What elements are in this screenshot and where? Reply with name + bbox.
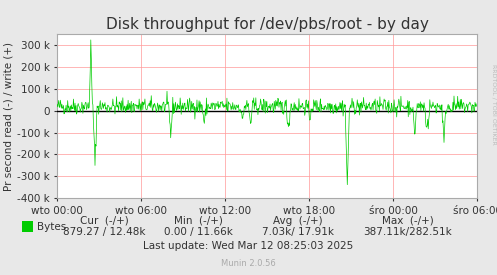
Text: Last update: Wed Mar 12 08:25:03 2025: Last update: Wed Mar 12 08:25:03 2025: [143, 241, 354, 251]
Text: 387.11k/282.51k: 387.11k/282.51k: [363, 227, 452, 237]
Text: Cur  (-/+): Cur (-/+): [80, 216, 129, 226]
Title: Disk throughput for /dev/pbs/root - by day: Disk throughput for /dev/pbs/root - by d…: [106, 17, 428, 32]
Text: 0.00 / 11.66k: 0.00 / 11.66k: [165, 227, 233, 237]
Text: Max  (-/+): Max (-/+): [382, 216, 433, 226]
Text: 7.03k/ 17.91k: 7.03k/ 17.91k: [262, 227, 334, 237]
Text: Avg  (-/+): Avg (-/+): [273, 216, 323, 226]
Text: Munin 2.0.56: Munin 2.0.56: [221, 260, 276, 268]
Y-axis label: Pr second read (-) / write (+): Pr second read (-) / write (+): [4, 42, 14, 191]
Text: Min  (-/+): Min (-/+): [174, 216, 223, 226]
Text: 879.27 / 12.48k: 879.27 / 12.48k: [63, 227, 146, 237]
Text: Bytes: Bytes: [37, 222, 66, 232]
Text: RRDTOOL / TOBI OETIKER: RRDTOOL / TOBI OETIKER: [491, 64, 496, 145]
